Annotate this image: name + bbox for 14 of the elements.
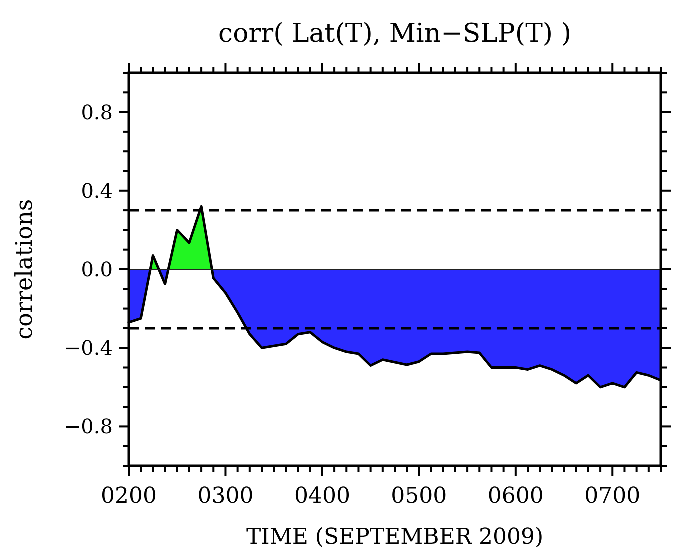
y-tick-label: −0.8	[64, 414, 113, 439]
y-axis-title: correlations	[12, 199, 38, 340]
x-axis-title: TIME (SEPTEMBER 2009)	[246, 525, 544, 550]
y-tick-label: −0.4	[64, 336, 113, 360]
y-tick-label: 0.8	[81, 100, 113, 124]
x-tick-label: 0700	[584, 484, 641, 509]
x-tick-label: 0600	[488, 484, 544, 509]
x-tick-label: 0200	[101, 484, 157, 509]
y-tick-label: 0.0	[81, 258, 113, 282]
x-tick-label: 0400	[294, 484, 350, 509]
x-tick-label: 0500	[391, 484, 448, 509]
chart-title: corr( Lat(T), Min−SLP(T) )	[218, 19, 572, 49]
x-tick-label: 0300	[198, 484, 254, 509]
y-tick-label: 0.4	[81, 178, 113, 203]
